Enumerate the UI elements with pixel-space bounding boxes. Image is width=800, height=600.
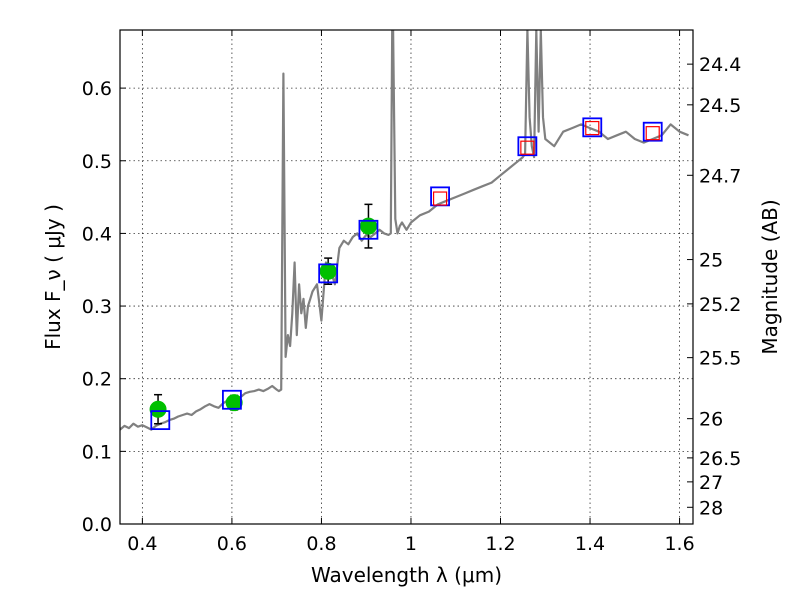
model-square bbox=[582, 117, 603, 138]
y2-tick-label: 25.5 bbox=[699, 348, 741, 370]
model-square bbox=[222, 389, 242, 410]
spectrum-line bbox=[120, 30, 689, 431]
y2-tick-label: 24.5 bbox=[699, 95, 741, 117]
y-tick-label: 0.1 bbox=[82, 441, 112, 463]
y2-tick-label: 25 bbox=[699, 250, 723, 272]
grid bbox=[120, 30, 693, 524]
y2-tick-label: 28 bbox=[699, 497, 723, 519]
predicted-square bbox=[585, 120, 600, 136]
series-layer bbox=[120, 30, 689, 431]
x-tick-label: 1 bbox=[405, 533, 417, 555]
x-tick-label: 0.6 bbox=[217, 533, 247, 555]
ticks-layer: 0.4 0.6 0.8 1 1.2 1.4 1.6 0.0 0.1 0.2 0.3 0.4 0.5 0.6… bbox=[82, 30, 741, 555]
x-axis-label: Wavelength λ (μm) bbox=[311, 563, 502, 587]
y-axis-label: Flux F_ν ( μJy ) bbox=[41, 204, 65, 350]
model-square bbox=[150, 410, 171, 431]
x-tick-label: 1.6 bbox=[664, 533, 694, 555]
x-tick-label: 1.2 bbox=[485, 533, 515, 555]
y-tick-label: 0.6 bbox=[82, 78, 112, 100]
x-tick-label: 0.8 bbox=[306, 533, 336, 555]
y2-tick-label: 27 bbox=[699, 472, 723, 494]
y2-tick-label: 24.7 bbox=[699, 165, 741, 187]
plot-frame bbox=[119, 29, 694, 525]
predicted-square bbox=[520, 140, 535, 155]
y2-tick-label: 26 bbox=[699, 409, 723, 431]
model-square bbox=[642, 121, 663, 142]
x-tick-label: 0.4 bbox=[127, 533, 157, 555]
y-tick-label: 0.5 bbox=[82, 151, 112, 173]
observed-point bbox=[225, 394, 243, 412]
markers-layer bbox=[149, 117, 663, 431]
y2-tick-label: 26.5 bbox=[699, 448, 741, 470]
observed-point bbox=[319, 262, 337, 280]
model-square bbox=[318, 263, 339, 284]
y-tick-label: 0.2 bbox=[82, 369, 112, 391]
y-tick-label: 0.0 bbox=[82, 514, 112, 536]
y2-axis-label: Magnitude (AB) bbox=[758, 199, 782, 354]
predicted-square bbox=[432, 191, 448, 206]
observed-point bbox=[149, 400, 167, 418]
y-tick-label: 0.4 bbox=[82, 223, 112, 245]
y-tick-label: 0.3 bbox=[82, 296, 112, 318]
model-square bbox=[358, 219, 379, 240]
x-tick-label: 1.4 bbox=[575, 533, 605, 555]
predicted-square bbox=[645, 126, 660, 141]
y2-tick-label: 25.2 bbox=[699, 294, 741, 316]
observed-point bbox=[359, 217, 377, 235]
y2-tick-label: 24.4 bbox=[699, 54, 741, 76]
model-square bbox=[517, 136, 538, 157]
